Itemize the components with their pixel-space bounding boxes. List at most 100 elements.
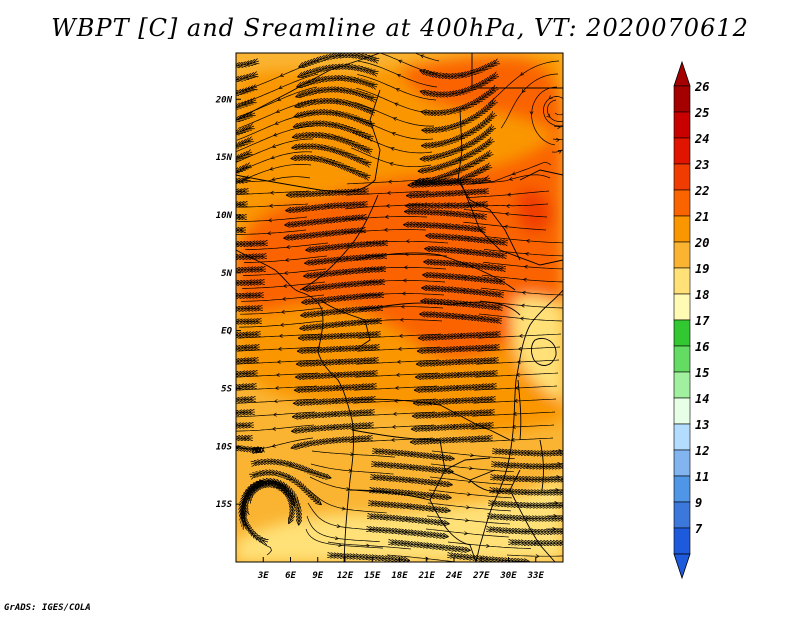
streamline-arrow-72	[236, 215, 241, 220]
streamline-arrow-78	[238, 228, 243, 233]
streamline-arrow-64	[446, 191, 451, 196]
streamline-arrow-211	[334, 536, 340, 541]
lat-tick-label-1: 15N	[216, 153, 233, 163]
streamline-arrow-220	[524, 529, 529, 534]
colorbar-label-15: 15	[695, 366, 709, 380]
colorbar-swatch-24	[673, 137, 691, 165]
border-drc-south	[349, 398, 511, 441]
colorbar-label-21: 21	[694, 210, 709, 224]
lat-tick-label-6: 10S	[216, 442, 233, 452]
lat-tick-label-3: 5N	[221, 269, 232, 279]
lake-tanganyika	[517, 379, 522, 441]
colorbar-swatch-7	[673, 527, 691, 555]
streamline-arrow-112	[461, 288, 466, 293]
colorbar-label-7: 7	[695, 522, 703, 536]
streamline-arrow-12	[244, 88, 249, 93]
streamline-arrow-67	[268, 203, 273, 208]
colorbar: 26 25 24 23 22 21 20 19 18 17 16 15 14 13 12 11 9 7	[673, 60, 710, 580]
colorbar-swatch-20	[673, 241, 691, 269]
streamline-arrow-169	[271, 426, 276, 431]
streamline-arrow-205	[336, 524, 341, 529]
streamline-arrow-153	[394, 385, 399, 390]
streamline-arrow-209	[554, 500, 559, 505]
streamline-arrow-221	[552, 526, 557, 532]
streamline-arrow-175	[271, 443, 276, 448]
streamline-arrow-36	[240, 141, 245, 145]
streamline-arrow-5	[520, 71, 525, 76]
colorbar-swatch-14	[673, 397, 691, 425]
streamline-arrow-131	[518, 333, 523, 338]
streamline-arrow-100	[463, 262, 468, 267]
streamline-arrow-104	[342, 282, 347, 287]
streamline-arrow-122	[339, 321, 344, 326]
streamline-arrow-174	[242, 436, 247, 441]
streamline-arrow-48	[241, 165, 246, 170]
streamline-arrow-45	[390, 147, 395, 151]
colorbar-swatch-15	[673, 371, 691, 399]
streamline-arrow-180	[257, 447, 262, 452]
streamline-arrow-123	[399, 317, 404, 322]
streamline-arrow-187	[348, 468, 353, 473]
streamline-arrow-134	[337, 346, 342, 351]
latitude-axis: 20N 15N 10N 5N EQ 5S 10S 15S	[215, 95, 241, 510]
streamline-60	[236, 191, 250, 192]
colorbar-label-18: 18	[695, 288, 709, 302]
streamline-arrow-90	[247, 254, 252, 259]
streamline-66	[236, 204, 249, 205]
streamline-23	[547, 99, 563, 122]
streamline-arrow-199	[341, 506, 346, 511]
lon-tick-label-10: 33E	[527, 571, 545, 581]
streamline-arrow-29	[548, 95, 553, 100]
streamline-arrow-31	[273, 132, 278, 137]
border-egypt-sudan	[471, 53, 563, 89]
streamline-arrow-113	[521, 290, 526, 295]
streamline-231	[506, 554, 563, 557]
streamline-arrow-165	[392, 411, 397, 416]
streamline-arrow-212	[405, 517, 410, 522]
streamline-120	[236, 321, 263, 322]
streamline-arrow-94	[464, 249, 469, 254]
streamline-arrow-194	[408, 478, 413, 483]
streamline-arrow-89	[525, 238, 530, 243]
streamline-30	[236, 126, 254, 134]
streamline-arrow-106	[462, 275, 467, 280]
streamline-arrow-183	[469, 453, 475, 458]
streamline-arrow-62	[326, 190, 331, 195]
colorbar-label-17: 17	[695, 314, 710, 328]
streamline-arrow-77	[504, 211, 509, 216]
streamline-arrow-148	[455, 372, 460, 377]
country-borders	[236, 53, 563, 562]
colorbar-swatch-11	[673, 475, 691, 503]
streamline-arrow-224	[426, 543, 431, 548]
streamline-arrow-117	[400, 304, 405, 309]
streamline-arrow-133	[277, 346, 282, 351]
streamline-arrow-87	[405, 239, 410, 244]
streamline-arrow-190	[526, 464, 531, 469]
streamline-arrow-184	[527, 451, 532, 456]
border-angola-zambia	[351, 429, 496, 481]
streamline-arrow-226	[533, 541, 538, 546]
streamline-156	[236, 399, 257, 400]
wbpt-23-24-core	[517, 188, 552, 234]
streamline-arrow-96	[249, 267, 254, 272]
streamline-arrow-37	[271, 144, 276, 148]
streamline-arrow-33	[392, 117, 398, 121]
streamline-arrow-82	[443, 224, 448, 229]
streamline-arrow-68	[325, 204, 330, 209]
streamline-arrow-176	[330, 438, 335, 443]
colorbar-label-25: 25	[694, 106, 709, 120]
lon-tick-label-1: 6E	[285, 571, 296, 581]
streamline-arrow-213	[464, 518, 470, 523]
streamline-arrow-126	[244, 332, 249, 337]
streamline-220	[485, 529, 563, 532]
lon-tick-label-5: 18E	[391, 571, 408, 581]
streamline-arrow-227	[246, 525, 250, 531]
border-car	[354, 252, 516, 291]
streamline-arrow-43	[270, 155, 275, 160]
streamline-arrow-74	[324, 218, 329, 223]
streamline-arrow-73	[268, 218, 273, 223]
streamline-arrow-142	[456, 359, 461, 364]
colorbar-label-22: 22	[694, 184, 709, 198]
streamline-arrow-17	[529, 111, 534, 116]
colorbar-label-19: 19	[695, 262, 709, 276]
